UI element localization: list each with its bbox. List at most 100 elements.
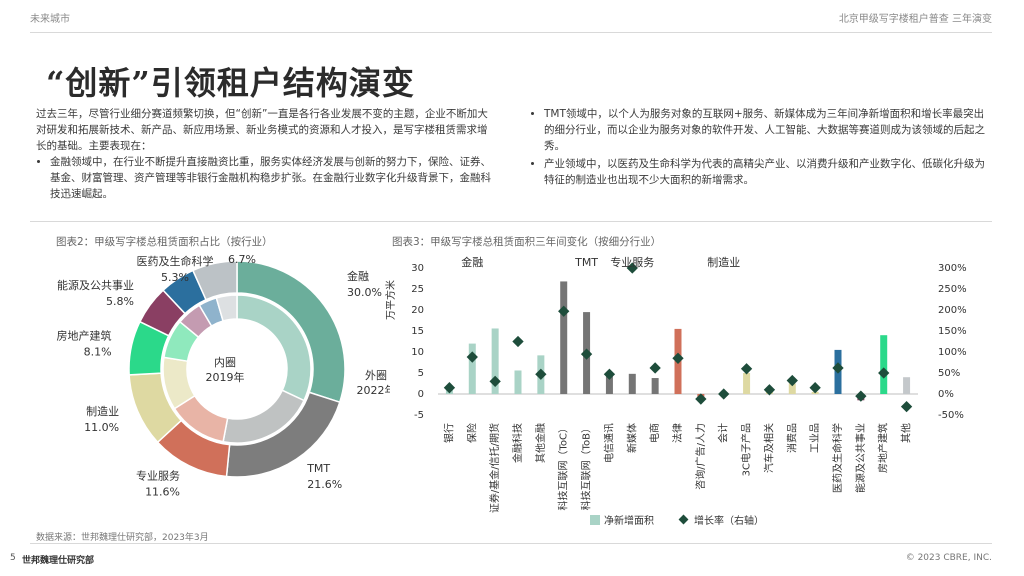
intro-paragraph: 过去三年，尽管行业细分赛道频繁切换，但“创新”一直是各行各业发展不变的主题，企业… — [36, 108, 488, 152]
header-right: 北京甲级写字楼租户普查 三年演变 — [838, 14, 992, 25]
bar — [514, 370, 522, 394]
right-text: TMT领域中，以个人为服务对象的互联网+服务、新媒体成为三年间净新增面积和增长率… — [530, 106, 990, 190]
bar — [491, 328, 499, 394]
legend-bar-swatch — [590, 515, 600, 525]
growth-marker — [649, 362, 661, 374]
x-tick-label: 汽车及相关 — [762, 423, 775, 473]
y2-tick-label: 300% — [938, 263, 967, 274]
x-tick-label: 保险 — [465, 423, 478, 443]
x-tick-label: 科技互联网（ToC） — [557, 423, 570, 511]
growth-marker — [580, 348, 593, 360]
y2-tick-label: 200% — [938, 305, 967, 316]
growth-marker — [512, 335, 524, 348]
copyright: © 2023 CBRE, INC. — [905, 553, 992, 563]
growth-marker — [558, 305, 570, 317]
y2-tick-label: -50% — [938, 410, 964, 421]
growth-marker — [443, 382, 456, 394]
outer-ring-label: 外圈 — [365, 369, 387, 382]
x-tick-label: 银行 — [442, 423, 455, 443]
y-tick-label: 30 — [411, 263, 424, 274]
y-axis-title: 万平方米 — [384, 280, 397, 320]
y2-tick-label: 100% — [938, 347, 967, 358]
x-tick-label: 新媒体 — [625, 423, 638, 453]
group-label: 制造业 — [707, 255, 740, 269]
donut-value-label: 30.0% — [347, 286, 382, 299]
y2-tick-label: 250% — [938, 284, 967, 295]
donut-category-label: 制造业 — [86, 404, 119, 418]
section-divider — [30, 221, 992, 222]
y-tick-label: 25 — [411, 284, 424, 295]
x-tick-label: 电信通讯 — [602, 423, 615, 463]
donut-value-label: 11.0% — [84, 421, 119, 434]
page-number: 5 — [10, 553, 16, 563]
x-tick-label: 电商 — [648, 423, 661, 443]
bar — [651, 378, 659, 394]
intro-text: 过去三年，尽管行业细分赛道频繁切换，但“创新”一直是各行各业发展不变的主题，企业… — [36, 106, 491, 204]
inner-ring-label: 内圈 — [214, 355, 236, 369]
donut-category-label: 能源及公共事业 — [57, 278, 134, 292]
growth-marker — [718, 388, 730, 400]
growth-marker — [809, 382, 821, 394]
donut-chart-title: 图表2：甲级写字楼总租赁面积占比（按行业） — [56, 236, 273, 248]
donut-value-label: 8.1% — [84, 346, 112, 359]
bar-chart: 万平方米 30 25 20 15 10 5 0 -5 300% 250% 200% 150% 100% 50… — [384, 255, 967, 527]
bar — [788, 383, 796, 394]
group-label: TMT — [574, 256, 598, 269]
bar — [743, 373, 751, 394]
header-left: 未来城市 — [30, 14, 70, 25]
y-tick-label: 10 — [411, 347, 424, 358]
x-tick-label: 医药及生命科学 — [831, 423, 844, 493]
donut-category-label: 金融 — [347, 269, 369, 283]
inner-ring-slice — [215, 294, 238, 322]
x-tick-label: 金融科技 — [511, 423, 524, 463]
x-tick-label: 法律 — [671, 423, 684, 443]
donut-category-label: 房地产建筑 — [57, 329, 112, 343]
bar-chart-title: 图表3：甲级写字楼总租赁面积三年间变化（按细分行业） — [392, 236, 662, 248]
y2-tick-label: 50% — [938, 368, 960, 379]
bar — [903, 377, 911, 394]
donut-value-label: 11.6% — [145, 486, 180, 499]
page-title: “创新”引领租户结构演变 — [46, 64, 415, 102]
legend-marker-swatch — [678, 514, 689, 525]
bar — [628, 373, 636, 394]
growth-marker — [878, 367, 890, 379]
bar — [468, 343, 476, 394]
growth-marker — [603, 368, 616, 380]
x-tick-label: 工业品 — [809, 423, 821, 453]
data-source: 数据来源：世邦魏理仕研究部，2023年3月 — [36, 533, 209, 543]
inner-ring-year: 2019年 — [206, 370, 245, 384]
outer-ring-slice — [191, 260, 238, 301]
growth-marker — [695, 393, 707, 405]
x-tick-label: 其他 — [900, 423, 913, 443]
group-label: 专业服务 — [610, 255, 654, 269]
x-tick-label: 会计 — [717, 423, 730, 443]
bar — [605, 376, 613, 394]
growth-marker — [763, 384, 776, 396]
x-tick-label: 消费品 — [785, 423, 798, 453]
growth-marker — [900, 400, 913, 413]
y-tick-label: 0 — [418, 389, 424, 400]
x-tick-label: 科技互联网（ToB） — [580, 423, 593, 510]
tmt-bullet: TMT领域中，以个人为服务对象的互联网+服务、新媒体成为三年间净新增面积和增长率… — [544, 106, 990, 154]
legend-bar-label: 净新增面积 — [604, 514, 654, 527]
donut-category-label: TMT — [306, 462, 330, 475]
x-tick-label: 证券/基金/信托/期货 — [488, 423, 501, 513]
growth-marker — [740, 363, 753, 375]
growth-marker — [855, 390, 867, 402]
x-tick-label: 房地产建筑 — [877, 423, 890, 473]
donut-value-label: 5.3% — [161, 271, 189, 284]
y-tick-label: -5 — [414, 410, 424, 421]
bar — [560, 281, 568, 394]
header-divider — [30, 32, 992, 33]
growth-marker — [466, 351, 478, 363]
donut-value-label: 21.6% — [307, 478, 342, 491]
y-tick-label: 15 — [411, 326, 424, 337]
x-tick-label: 咨询/广告/人力 — [694, 423, 707, 490]
growth-marker — [832, 362, 844, 374]
growth-marker — [786, 374, 798, 387]
group-label: 金融 — [461, 255, 483, 269]
x-tick-label: 能源及公共事业 — [854, 423, 867, 493]
outer-ring-year: 2022年 — [357, 383, 391, 397]
finance-bullet: 金融领域中，在行业不断提升直接融资比重，服务实体经济发展与创新的努力下，保险、证… — [50, 154, 491, 202]
